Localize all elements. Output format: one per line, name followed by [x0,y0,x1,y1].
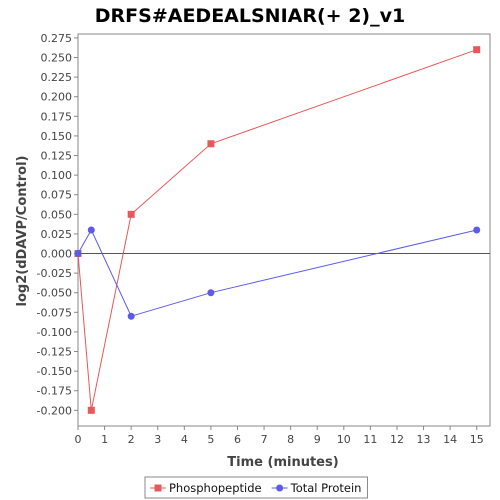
series-total-protein [74,226,481,320]
chart-title: DRFS#AEDEALSNIAR(+ 2)_v1 [95,5,405,27]
series-layer [74,46,481,414]
y-tick-label: 0.175 [41,110,73,123]
y-tick-label: 0.250 [41,52,73,65]
x-tick-label: 12 [390,433,404,446]
y-tick-label: 0.075 [41,189,73,202]
y-tick-label: 0.225 [41,71,73,84]
y-tick-label: -0.175 [37,385,72,398]
data-point-square [473,46,481,54]
x-tick-label: 13 [417,433,431,446]
y-tick-label: 0.100 [41,169,73,182]
y-tick-label: 0.275 [41,32,73,45]
data-point-circle [207,289,215,297]
x-tick-label: 0 [75,433,82,446]
x-tick-label: 1 [101,433,108,446]
x-tick-label: 9 [314,433,321,446]
x-tick-label: 11 [363,433,377,446]
y-tick-label: -0.150 [37,365,72,378]
x-axis-label: Time (minutes) [227,455,338,470]
x-tick-label: 8 [287,433,294,446]
x-axis: 0 1 2 3 4 5 6 7 8 9 10 11 12 13 14 15 [75,426,484,446]
x-tick-label: 2 [128,433,135,446]
data-point-circle [127,312,135,320]
data-point-square [127,210,135,218]
y-tick-label: -0.075 [37,306,72,319]
y-tick-label: 0.000 [41,248,73,261]
y-tick-label: -0.100 [37,326,72,339]
x-tick-label: 15 [470,433,484,446]
legend-box [144,476,368,499]
legend-marker-circle [276,484,284,492]
y-tick-label: -0.050 [37,287,72,300]
data-point-square [207,140,215,148]
legend-marker-square [154,484,162,492]
x-tick-label: 10 [337,433,351,446]
y-axis-label: log2(dDAVP/Control) [15,156,30,307]
x-tick-label: 6 [234,433,241,446]
data-point-circle [473,226,481,234]
y-tick-label: 0.125 [41,150,73,163]
x-tick-label: 4 [181,433,188,446]
y-tick-label: -0.125 [37,346,72,359]
y-tick-label: 0.150 [41,130,73,143]
plot-area [77,33,491,427]
y-axis: 0.275 0.250 0.225 0.200 0.175 0.150 0.125 0.100… [37,32,78,417]
x-tick-label: 5 [207,433,214,446]
x-tick-label: 7 [261,433,268,446]
data-point-circle [87,226,95,234]
y-tick-label: -0.200 [37,404,72,417]
legend: Phosphopeptide Total Protein [144,476,368,499]
y-tick-label: 0.200 [41,91,73,104]
x-tick-label: 14 [443,433,457,446]
x-tick-label: 3 [154,433,161,446]
y-tick-label: 0.050 [41,208,73,221]
legend-entry-label: Phosphopeptide [169,481,262,495]
y-tick-label: 0.025 [41,228,73,241]
y-tick-label: -0.025 [37,267,72,280]
legend-entry-label: Total Protein [290,481,362,495]
data-point-square [87,406,95,414]
data-point-circle [74,250,82,258]
